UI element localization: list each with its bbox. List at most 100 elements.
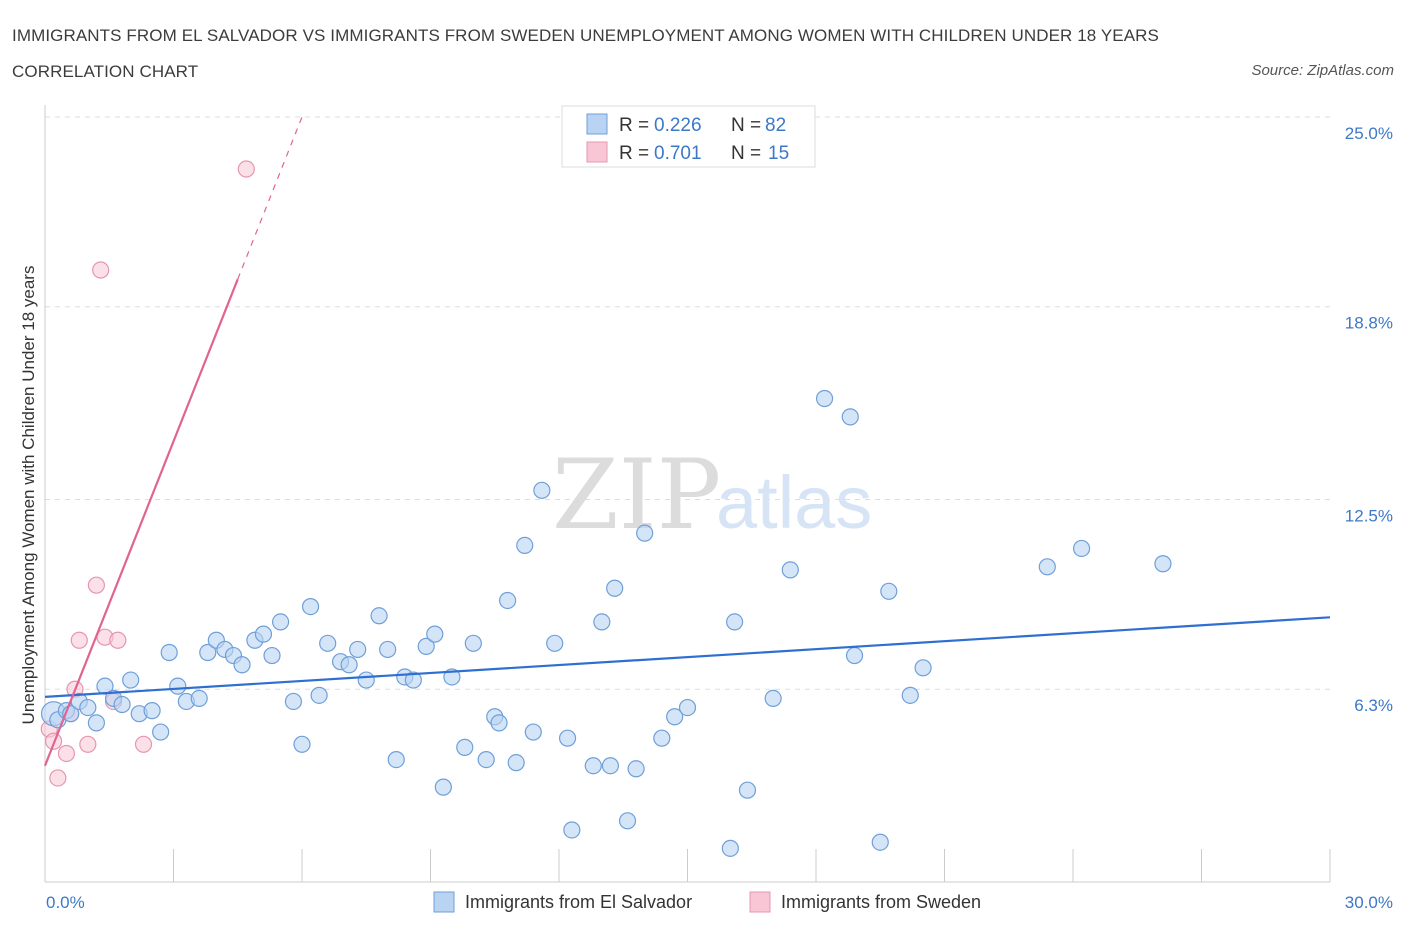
data-point-salvador — [160, 643, 178, 662]
tick-labels: 6.3% 12.5% 18.8% 25.0% 0.0% 30.0% — [46, 124, 1393, 912]
data-point-salvador — [254, 625, 273, 643]
data-point-salvador — [233, 656, 251, 674]
chart-title: IMMIGRANTS FROM EL SALVADOR VS IMMIGRANT… — [12, 26, 1159, 81]
data-point-salvador — [1154, 555, 1172, 573]
legend-r-label-1: R = — [619, 115, 649, 136]
data-point-salvador — [721, 839, 739, 857]
grid-lines — [45, 116, 1330, 690]
y-tick-label: 12.5% — [1345, 507, 1393, 526]
data-point-salvador — [914, 659, 932, 677]
data-point-salvador — [601, 757, 620, 775]
data-point-salvador — [301, 597, 320, 616]
data-point-sweden — [79, 735, 97, 753]
data-point-salvador — [533, 481, 551, 499]
data-point-salvador — [524, 723, 542, 741]
x-tick-label-min: 0.0% — [46, 893, 85, 912]
data-point-salvador — [404, 671, 422, 689]
data-point-salvador — [726, 613, 744, 631]
data-point-salvador — [477, 750, 495, 769]
bottom-legend: Immigrants from El Salvador Immigrants f… — [433, 891, 981, 913]
data-point-salvador — [499, 591, 517, 610]
y-tick-label: 18.8% — [1345, 314, 1393, 333]
bottom-legend-swatch-salvador — [433, 891, 455, 913]
data-point-salvador — [417, 637, 435, 655]
data-point-sweden — [70, 631, 88, 649]
trend-lines — [43, 116, 1331, 767]
y-tick-label: 25.0% — [1345, 124, 1393, 143]
legend-r-label-2: R = — [619, 143, 649, 164]
data-point-salvador — [464, 634, 482, 652]
data-point-salvador — [815, 389, 834, 408]
data-point-salvador — [319, 634, 337, 652]
data-point-salvador — [113, 695, 131, 714]
data-point-salvador — [349, 640, 367, 659]
data-point-salvador — [1038, 558, 1056, 576]
legend-swatch-sweden — [586, 141, 608, 163]
data-point-salvador — [190, 689, 208, 708]
data-point-salvador — [293, 735, 311, 753]
data-point-salvador — [678, 698, 697, 717]
y-axis-label: Unemployment Among Women with Children U… — [19, 266, 38, 725]
chart-source: Source: ZipAtlas.com — [1251, 62, 1394, 79]
data-point-salvador — [284, 692, 303, 711]
data-point-salvador — [781, 561, 799, 579]
data-point-salvador — [845, 646, 864, 665]
data-point-salvador — [558, 729, 577, 747]
data-point-salvador — [169, 677, 187, 695]
data-point-salvador — [456, 738, 474, 756]
data-point-salvador — [584, 757, 602, 775]
bottom-legend-label-salvador: Immigrants from El Salvador — [465, 892, 692, 912]
legend-r-value-1: 0.226 — [654, 115, 702, 136]
data-point-salvador — [738, 781, 757, 799]
data-point-salvador — [516, 536, 534, 555]
axes — [44, 105, 1331, 883]
data-point-sweden — [49, 769, 67, 787]
data-point-salvador — [627, 760, 645, 778]
data-point-salvador — [653, 729, 671, 747]
data-point-salvador — [563, 821, 581, 839]
data-point-salvador — [152, 723, 170, 741]
bottom-legend-label-sweden: Immigrants from Sweden — [781, 892, 981, 912]
data-point-salvador — [1072, 539, 1091, 558]
data-point-sweden — [109, 631, 127, 649]
trend-line-sweden-extension — [237, 116, 303, 280]
x-tick-label-max: 30.0% — [1345, 893, 1393, 912]
bottom-legend-swatch-sweden — [749, 891, 771, 913]
data-point-sweden — [92, 261, 110, 279]
data-point-salvador — [357, 671, 375, 689]
data-point-salvador — [490, 714, 508, 732]
data-point-salvador — [434, 778, 452, 796]
trend-line-salvador — [44, 616, 1331, 698]
data-point-salvador — [263, 646, 281, 665]
data-point-salvador — [87, 714, 106, 732]
data-point-salvador — [764, 689, 782, 708]
data-point-salvador — [426, 625, 444, 643]
watermark-atlas: atlas — [716, 461, 872, 544]
data-point-salvador — [636, 524, 654, 542]
legend: R = 0.226 N = 82 R = 0.701 N = 15 — [561, 105, 816, 168]
data-point-salvador — [507, 754, 525, 772]
data-point-salvador — [841, 408, 859, 426]
data-point-salvador — [143, 702, 161, 720]
data-point-salvador — [880, 582, 898, 600]
legend-swatch-salvador — [586, 113, 608, 135]
data-point-salvador — [606, 579, 624, 597]
data-point-salvador — [387, 750, 405, 769]
data-point-salvador — [199, 643, 217, 662]
data-point-salvador — [618, 812, 637, 830]
data-point-sweden — [57, 744, 76, 763]
data-point-salvador — [79, 698, 97, 717]
legend-n-value-2: 15 — [768, 143, 789, 164]
data-point-salvador — [340, 656, 358, 674]
legend-n-label-1: N = — [731, 115, 761, 136]
data-point-salvador — [901, 686, 919, 704]
data-point-sweden — [134, 735, 153, 753]
watermark: ZIP atlas — [552, 439, 872, 551]
data-point-salvador — [122, 671, 140, 689]
data-point-salvador — [310, 686, 328, 704]
trend-line-sweden — [43, 278, 239, 767]
data-point-salvador — [546, 634, 564, 652]
data-point-salvador — [271, 613, 290, 631]
y-tick-label: 6.3% — [1354, 696, 1393, 715]
